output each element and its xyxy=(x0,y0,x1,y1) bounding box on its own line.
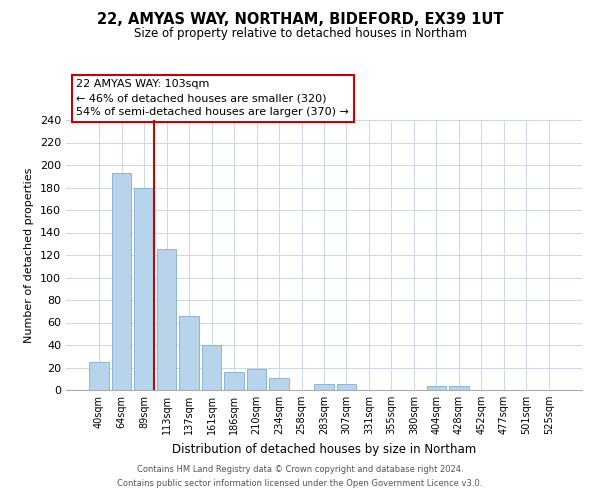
X-axis label: Distribution of detached houses by size in Northam: Distribution of detached houses by size … xyxy=(172,442,476,456)
Bar xyxy=(202,345,221,390)
Bar xyxy=(112,173,131,390)
Bar xyxy=(314,384,334,390)
Bar xyxy=(179,316,199,390)
Text: Size of property relative to detached houses in Northam: Size of property relative to detached ho… xyxy=(133,28,467,40)
Text: 22 AMYAS WAY: 103sqm
← 46% of detached houses are smaller (320)
54% of semi-deta: 22 AMYAS WAY: 103sqm ← 46% of detached h… xyxy=(76,80,349,118)
Bar xyxy=(157,250,176,390)
Bar xyxy=(134,188,154,390)
Bar xyxy=(449,386,469,390)
Text: Contains HM Land Registry data © Crown copyright and database right 2024.
Contai: Contains HM Land Registry data © Crown c… xyxy=(118,466,482,487)
Bar xyxy=(269,378,289,390)
Y-axis label: Number of detached properties: Number of detached properties xyxy=(25,168,34,342)
Bar xyxy=(247,368,266,390)
Bar xyxy=(224,372,244,390)
Bar xyxy=(427,386,446,390)
Text: 22, AMYAS WAY, NORTHAM, BIDEFORD, EX39 1UT: 22, AMYAS WAY, NORTHAM, BIDEFORD, EX39 1… xyxy=(97,12,503,28)
Bar xyxy=(337,384,356,390)
Bar xyxy=(89,362,109,390)
